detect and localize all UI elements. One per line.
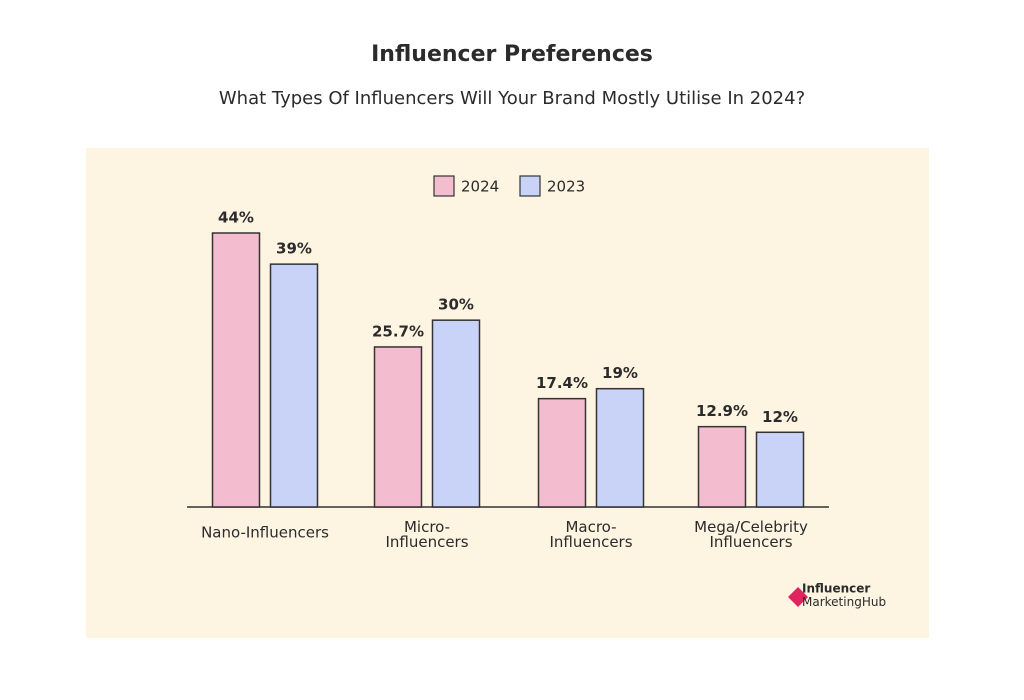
value-label: 44% xyxy=(218,209,254,227)
value-label: 12.9% xyxy=(696,402,748,420)
legend-swatch xyxy=(433,175,455,197)
bar xyxy=(431,319,481,508)
bar xyxy=(595,387,645,508)
value-label: 12% xyxy=(762,408,798,426)
chart-subtitle: What Types Of Influencers Will Your Bran… xyxy=(219,88,805,109)
bar xyxy=(373,346,423,508)
legend-label: 2023 xyxy=(547,178,585,196)
logo-text: Influencer xyxy=(802,582,870,596)
value-label: 30% xyxy=(438,296,474,314)
chart-title: Influencer Preferences xyxy=(371,42,653,67)
logo: Influencer MarketingHub xyxy=(788,582,886,609)
value-label: 25.7% xyxy=(372,322,424,340)
x-tick-label: Mega/Celebrity Influencers xyxy=(694,518,808,551)
x-tick-label: Macro-Influencers xyxy=(549,518,632,551)
bar xyxy=(537,397,587,508)
legend-swatch xyxy=(519,175,541,197)
legend-label: 2024 xyxy=(461,178,499,196)
bar xyxy=(697,425,747,508)
value-label: 19% xyxy=(602,364,638,382)
bar xyxy=(269,263,319,508)
logo-icon xyxy=(788,587,808,607)
value-label: 17.4% xyxy=(536,374,588,392)
value-label: 39% xyxy=(276,240,312,258)
logo-text: Marketing xyxy=(802,595,862,609)
logo-text: MarketingHub xyxy=(802,595,886,609)
bar xyxy=(755,431,805,508)
x-tick-label: Nano-Influencers xyxy=(201,524,329,542)
logo-text: Hub xyxy=(862,595,886,609)
bar xyxy=(211,232,261,508)
x-tick-label: Micro-Influencers xyxy=(385,518,468,551)
